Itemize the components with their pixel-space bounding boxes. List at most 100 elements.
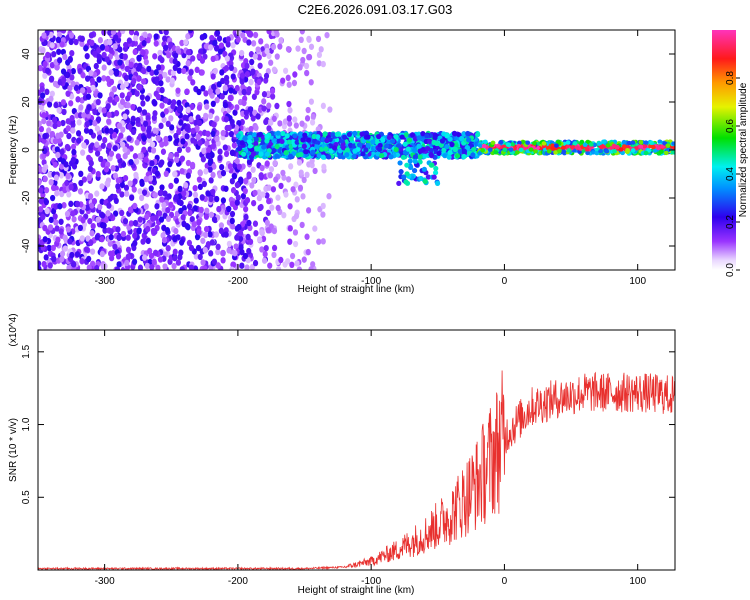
heatmap-cell: [407, 158, 413, 164]
heatmap-cell: [94, 125, 101, 132]
heatmap-cell: [265, 227, 271, 234]
heatmap-cell: [308, 43, 315, 50]
colorbar: 0.0 0.2 0.4 0.6 0.8 Normalized spectral ampl…: [712, 30, 749, 277]
heatmap-cell: [150, 215, 156, 222]
heatmap-cell: [194, 66, 200, 74]
heatmap-cell: [249, 58, 255, 66]
heatmap-cell: [100, 161, 106, 168]
heatmap-cell: [264, 151, 270, 157]
heatmap-cell: [52, 179, 58, 187]
heatmap-cell: [214, 45, 220, 52]
heatmap-cell: [230, 73, 236, 80]
heatmap-cell: [244, 197, 251, 204]
heatmap-cell: [670, 149, 675, 155]
heatmap-cell: [251, 93, 257, 100]
colorbar-ticks: 0.0 0.2 0.4 0.6 0.8: [725, 71, 740, 277]
heatmap-cell: [157, 256, 164, 263]
heatmap-cell: [218, 222, 225, 229]
heatmap-cell: [324, 138, 330, 144]
heatmap-cell: [191, 220, 197, 228]
heatmap-cell: [135, 116, 141, 124]
heatmap-cell: [59, 163, 65, 170]
heatmap-cell: [218, 227, 224, 235]
heatmap-cell: [38, 125, 45, 133]
heatmap-cell: [49, 75, 55, 82]
heatmap-cell: [105, 103, 111, 110]
heatmap-cell: [299, 120, 305, 127]
heatmap-cell: [237, 229, 244, 237]
heatmap-cell: [86, 264, 92, 270]
heatmap-cell: [246, 86, 252, 93]
heatmap-cell: [88, 32, 95, 39]
heatmap-cell: [320, 60, 326, 68]
heatmap-cell: [285, 45, 292, 53]
heatmap-cell: [183, 182, 189, 189]
heatmap-cell: [122, 113, 128, 120]
heatmap-cell: [203, 90, 209, 97]
heatmap-cell: [211, 258, 218, 265]
heatmap-cell: [246, 39, 252, 46]
heatmap-cell: [58, 218, 64, 225]
heatmap-cell: [222, 144, 228, 151]
heatmap-cell: [323, 146, 329, 152]
heatmap-cell: [416, 135, 422, 141]
heatmap-cell: [292, 71, 298, 78]
heatmap-cell: [267, 262, 273, 269]
heatmap-cell: [270, 186, 277, 193]
heatmap-cell: [310, 149, 316, 155]
heatmap-cell: [158, 122, 164, 130]
heatmap-cell: [99, 198, 105, 206]
heatmap-cell: [514, 150, 520, 155]
heatmap-cell: [99, 183, 105, 190]
heatmap-cell: [248, 125, 254, 133]
figure-title: C2E6.2026.091.03.17.G03: [298, 2, 453, 17]
heatmap-cell: [359, 131, 365, 137]
heatmap-cell: [646, 148, 652, 153]
heatmap-cell: [611, 143, 617, 149]
heatmap-cell: [157, 189, 163, 197]
heatmap-cell: [47, 224, 54, 231]
heatmap-cell: [50, 207, 57, 215]
heatmap-cell: [630, 140, 636, 145]
heatmap-cell: [181, 220, 187, 228]
heatmap-cell: [252, 259, 259, 267]
heatmap-cell: [151, 114, 157, 121]
heatmap-cell: [292, 116, 298, 123]
heatmap-cell: [104, 127, 110, 134]
heatmap-cell: [119, 191, 125, 198]
heatmap-cell: [120, 141, 126, 148]
heatmap-cell: [157, 210, 163, 217]
heatmap-cell: [41, 32, 47, 39]
heatmap-cell: [62, 53, 68, 61]
heatmap-cell: [196, 53, 202, 60]
heatmap-cell: [223, 231, 229, 238]
colorbar-tick-label: 0.0: [725, 263, 736, 277]
heatmap-cell: [123, 174, 129, 182]
heatmap-cell: [297, 184, 304, 192]
heatmap-cell: [108, 127, 114, 135]
heatmap-cell: [302, 132, 308, 138]
heatmap-cell: [168, 152, 174, 159]
heatmap-cell: [425, 145, 431, 152]
heatmap-cell: [55, 132, 61, 140]
heatmap-cell: [109, 91, 115, 98]
heatmap-cell: [249, 182, 255, 189]
heatmap-cell: [165, 120, 171, 128]
heatmap-cell: [80, 149, 86, 156]
heatmap-cell: [626, 140, 632, 146]
heatmap-cell: [133, 34, 139, 42]
heatmap-cell: [316, 152, 322, 159]
heatmap-cell: [292, 133, 298, 139]
heatmap-cell: [219, 69, 225, 76]
heatmap-cell: [365, 142, 371, 149]
heatmap-cell: [300, 137, 306, 143]
heatmap-cell: [198, 206, 204, 214]
heatmap-cell: [231, 173, 238, 180]
heatmap-cell: [247, 139, 253, 145]
heatmap-cell: [79, 35, 86, 43]
heatmap-cell: [516, 140, 522, 145]
heatmap-cell: [518, 147, 524, 153]
heatmap-cell: [170, 69, 177, 76]
heatmap-cell: [56, 48, 62, 55]
heatmap-cell: [310, 113, 316, 121]
